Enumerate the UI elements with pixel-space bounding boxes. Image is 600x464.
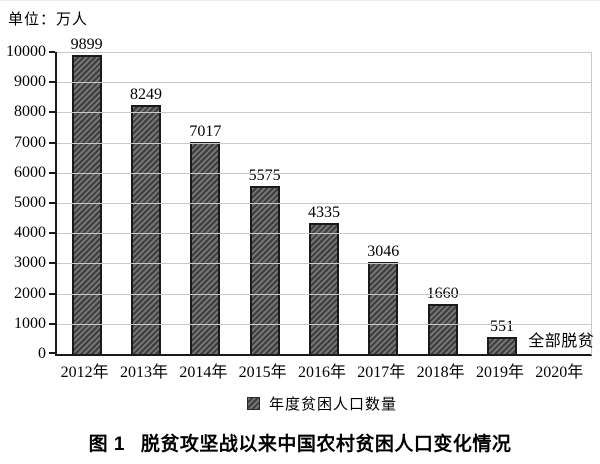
- y-tick-label: 4000: [14, 224, 46, 242]
- bar-value-label: 9899: [70, 36, 103, 53]
- y-tick-label: 8000: [14, 103, 46, 121]
- bar: [249, 186, 280, 354]
- unit-label: 单位：万人: [8, 12, 89, 28]
- y-tick-label: 10000: [6, 43, 46, 60]
- y-axis-tick: [49, 352, 55, 354]
- y-tick-label: 6000: [14, 163, 46, 181]
- bar-slot: 5575: [235, 52, 294, 354]
- y-axis-tick: [49, 171, 55, 174]
- bar-slot: 1660: [413, 52, 472, 354]
- bar: [308, 223, 339, 354]
- figure-caption: 图 1 脱贫攻坚战以来中国农村贫困人口变化情况: [0, 429, 600, 456]
- legend: 年度贫困人口数量: [55, 393, 589, 414]
- x-tick-label: 2018年: [416, 364, 465, 381]
- gridline: [57, 233, 591, 235]
- bar: [368, 262, 399, 354]
- bar-value-label: 7017: [189, 123, 222, 140]
- x-tick-label: 2015年: [238, 364, 287, 381]
- gridline: [57, 293, 591, 295]
- x-tick-label: 2013年: [119, 364, 168, 381]
- x-tick-label: 2012年: [60, 364, 109, 381]
- caption-title: 脱贫攻坚战以来中国农村贫困人口变化情况: [140, 434, 512, 455]
- bar: [427, 304, 458, 354]
- gridline: [57, 82, 591, 84]
- y-axis-tick: [49, 292, 55, 295]
- y-tick-label: 3000: [14, 254, 46, 272]
- gridline: [57, 52, 591, 53]
- x-tick-label: 2016年: [297, 364, 346, 381]
- bar-slots: 9899 8249 7017 5575 4335 3046 1660 551 全部脱贫: [57, 36, 594, 354]
- bar-value-label: 5575: [248, 167, 281, 184]
- gridline: [57, 112, 591, 114]
- bar-slot: 9899: [57, 36, 116, 354]
- gridline: [57, 142, 591, 144]
- y-axis-tick: [49, 262, 55, 265]
- bar-slot: 3046: [354, 52, 413, 354]
- x-tick-label: 2020年: [535, 364, 584, 381]
- legend-label: 年度贫困人口数量: [268, 397, 397, 413]
- bar-slot: 全部脱贫: [528, 52, 594, 354]
- y-tick-label: 2000: [14, 284, 46, 302]
- bar: [71, 55, 102, 354]
- bar-value-label: 551: [489, 318, 514, 335]
- y-axis-tick: [49, 202, 55, 204]
- bar-slot: 7017: [176, 52, 235, 354]
- x-tick-label: 2014年: [179, 364, 228, 381]
- y-tick-label: 5000: [14, 194, 46, 211]
- bar-value-label: 4335: [307, 204, 340, 221]
- y-tick-label: 7000: [14, 133, 46, 151]
- y-axis-tick: [49, 141, 55, 144]
- bar-value-label: 3046: [367, 243, 400, 260]
- y-axis-labels: 0 1000 2000 3000 4000 5000 6000 7000 8000 9000 100…: [0, 44, 46, 362]
- y-tick-label: 1000: [14, 314, 46, 332]
- bar-value-label: 1660: [426, 285, 459, 302]
- legend-hatch-swatch-icon: [246, 397, 260, 410]
- x-tick-label: 2017年: [357, 364, 406, 381]
- y-axis-tick: [49, 322, 55, 325]
- gridline: [57, 323, 591, 325]
- y-tick-label: 9000: [14, 73, 46, 91]
- caption-number: 图 1: [88, 434, 125, 455]
- y-axis-tick: [49, 232, 55, 235]
- x-axis-labels: 2012年 2013年 2014年 2015年 2016年 2017年 2018年 2019年…: [55, 358, 589, 382]
- bar-slot: 551: [472, 52, 531, 354]
- x-tick-label: 2019年: [475, 364, 524, 381]
- bar: [130, 105, 161, 354]
- y-axis-tick: [49, 51, 55, 53]
- final-year-annotation: 全部脱贫: [528, 333, 595, 350]
- y-tick-label: 0: [38, 345, 46, 362]
- y-axis-tick: [49, 81, 55, 84]
- y-axis-tick: [49, 111, 55, 114]
- bar-slot: 8249: [116, 52, 175, 354]
- bar-value-label: 8249: [129, 86, 162, 103]
- gridline: [57, 203, 591, 204]
- gridline: [57, 263, 591, 265]
- plot-area: 9899 8249 7017 5575 4335 3046 1660 551 全部脱贫: [49, 36, 594, 356]
- bar-slot: 4335: [294, 52, 353, 354]
- gridline: [57, 172, 591, 174]
- bar: [190, 142, 221, 354]
- bar: [486, 337, 517, 354]
